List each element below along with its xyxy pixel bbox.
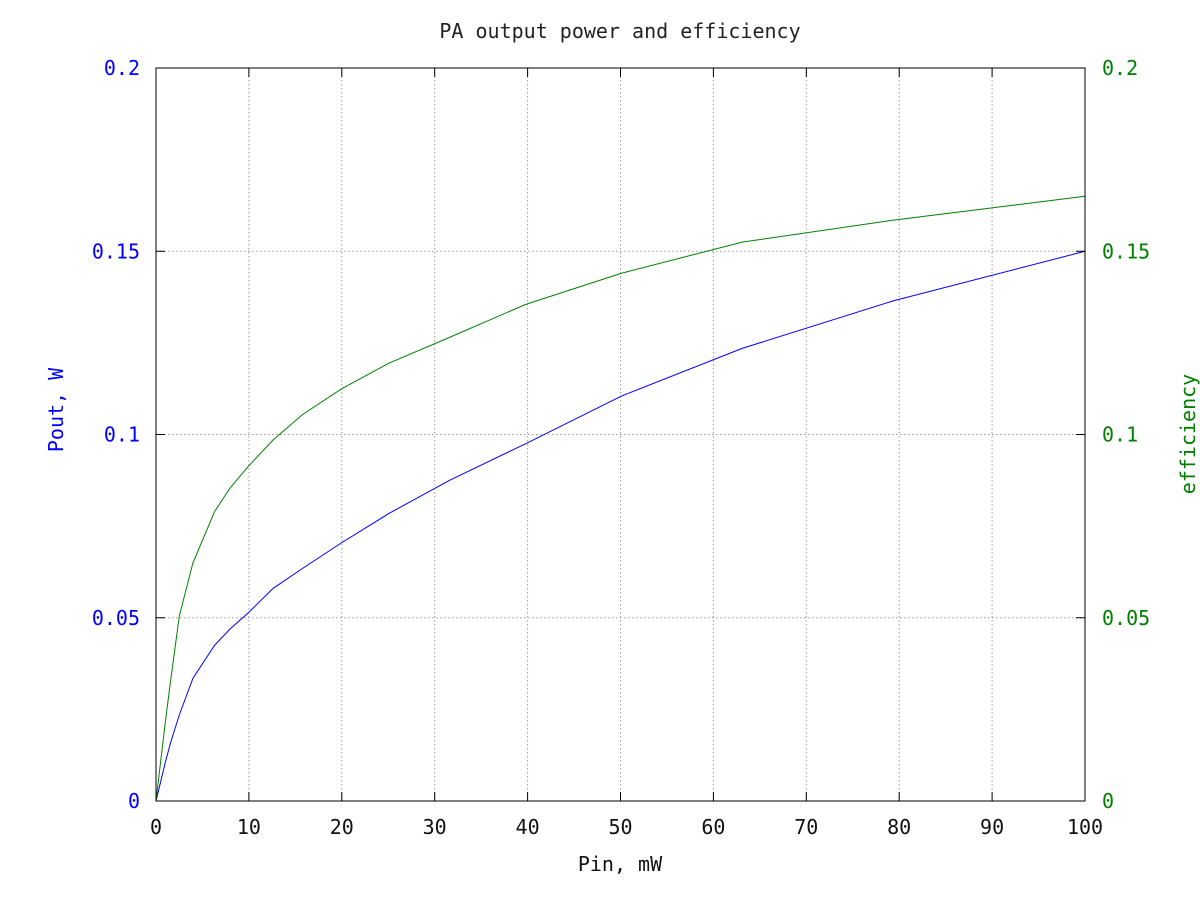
x-tick-label: 40: [516, 815, 540, 839]
x-tick-label: 30: [423, 815, 447, 839]
y-axis-label: Pout, W: [44, 367, 68, 452]
y-tick-label: 0.15: [92, 239, 140, 263]
tick-labels: 0 10 20 30 40 50 60 70 80 90 10000.050.10.150.200.…: [92, 56, 1150, 839]
grid: [156, 68, 1085, 801]
y2-tick-label: 0.05: [1102, 606, 1150, 630]
x-tick-label: 70: [794, 815, 818, 839]
x-tick-label: 50: [608, 815, 632, 839]
y2-tick-label: 0.1: [1102, 423, 1138, 447]
y2-tick-label: 0: [1102, 789, 1114, 813]
chart-title: PA output power and efficiency: [439, 19, 800, 43]
x-axis-label: Pin, mW: [578, 852, 663, 876]
y2-axis-label: efficiency: [1176, 374, 1200, 494]
y2-tick-label: 0.15: [1102, 239, 1150, 263]
x-tick-label: 20: [330, 815, 354, 839]
y2-tick-label: 0.2: [1102, 56, 1138, 80]
tick-marks: [155, 67, 1086, 802]
x-tick-label: 90: [980, 815, 1004, 839]
series-line-pout: [155, 250, 1086, 802]
y-tick-label: 0: [128, 789, 140, 813]
x-tick-label: 0: [150, 815, 162, 839]
y-tick-label: 0.2: [104, 56, 140, 80]
x-tick-label: 10: [237, 815, 261, 839]
y-tick-label: 0.05: [92, 606, 140, 630]
x-tick-label: 80: [887, 815, 911, 839]
x-tick-label: 100: [1067, 815, 1103, 839]
x-tick-label: 60: [701, 815, 725, 839]
y-tick-label: 0.1: [104, 423, 140, 447]
series-layer: [155, 195, 1086, 802]
series-line-efficiency: [155, 195, 1086, 802]
